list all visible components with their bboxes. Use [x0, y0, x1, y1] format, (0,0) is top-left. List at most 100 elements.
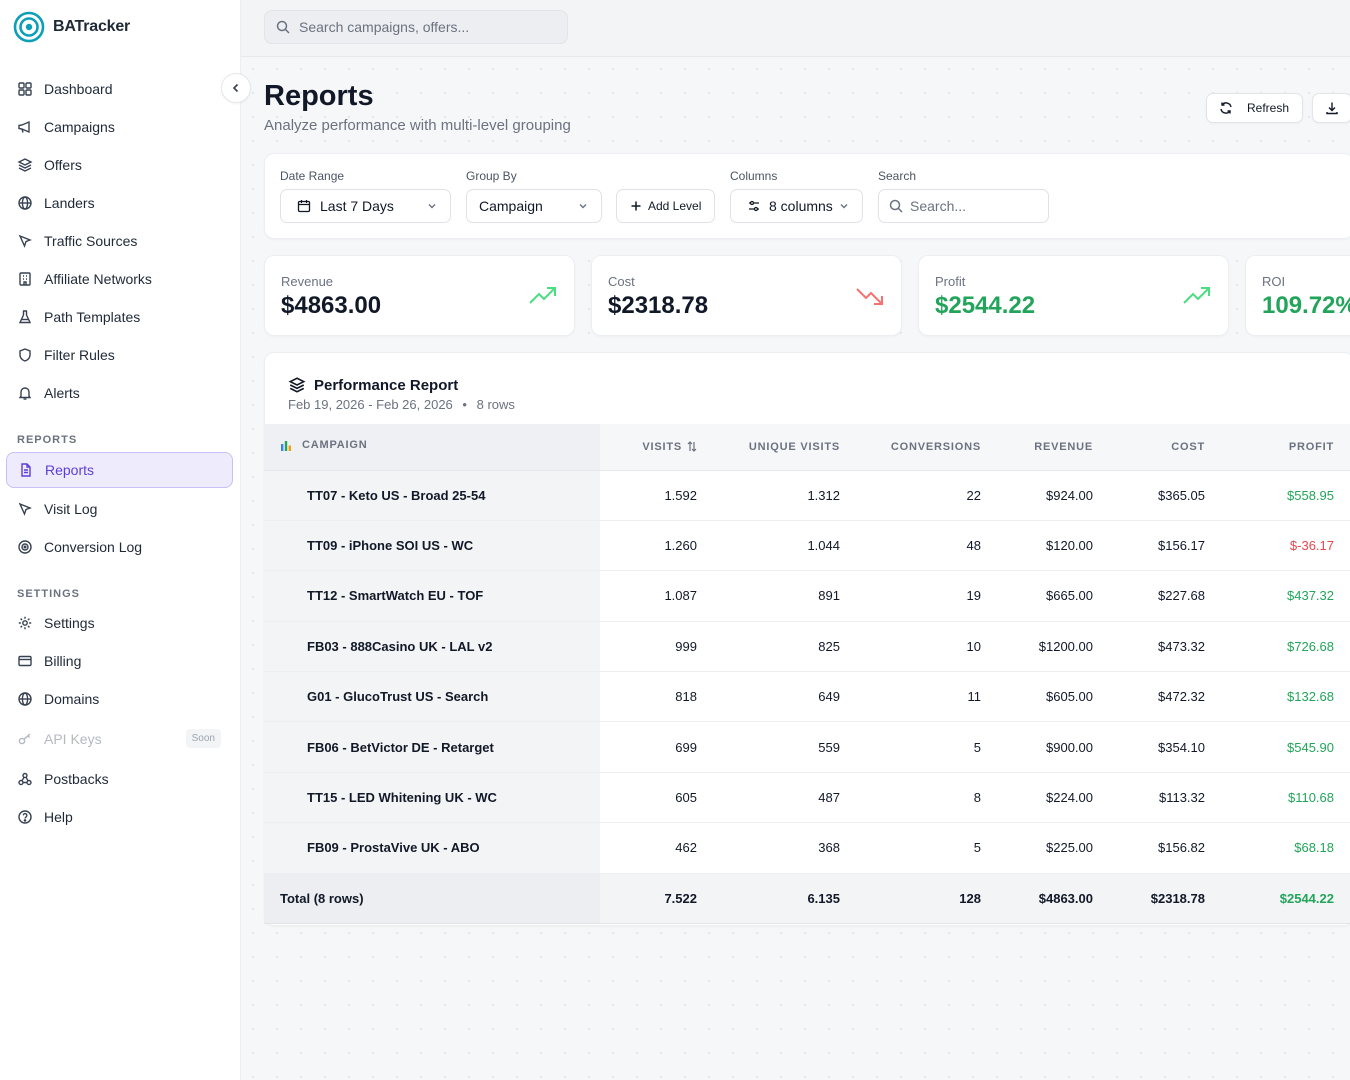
column-header-campaign[interactable]: CAMPAIGN [264, 424, 600, 471]
sidebar-item-reports[interactable]: Reports [6, 452, 233, 488]
report-subtitle: Feb 19, 2026 - Feb 26, 2026 • 8 rows [288, 397, 515, 412]
table-row[interactable]: G01 - GlucoTrust US - Search 818 649 11 … [264, 671, 1350, 723]
visits-cell: 818 [600, 671, 713, 723]
globe-icon [17, 691, 33, 707]
visits-cell: 699 [600, 721, 713, 773]
page-title: Reports [264, 80, 374, 112]
profit-card: Profit $2544.22 [918, 255, 1229, 336]
sidebar-item-billing[interactable]: Billing [6, 643, 233, 679]
sidebar-item-dashboard[interactable]: Dashboard [6, 71, 233, 107]
sidebar-item-landers[interactable]: Landers [6, 185, 233, 221]
logo-icon [13, 11, 45, 43]
profit-cell: $558.95 [1221, 470, 1350, 521]
sidebar-item-offers[interactable]: Offers [6, 147, 233, 183]
sidebar-item-domains[interactable]: Domains [6, 681, 233, 717]
columns-select[interactable]: 8 columns [730, 189, 863, 223]
bar-chart-icon [281, 441, 291, 452]
column-header-label: UNIQUE VISITS [748, 440, 840, 453]
column-header-label: PROFIT [1288, 440, 1334, 453]
table-row[interactable]: FB03 - 888Casino UK - LAL v2 999 825 10 … [264, 621, 1350, 673]
sidebar-item-affiliate-networks[interactable]: Affiliate Networks [6, 261, 233, 297]
campaign-cell: G01 - GlucoTrust US - Search [264, 671, 600, 723]
sidebar: BATracker Dashboard Campaigns Offers Lan… [0, 0, 241, 1080]
total-cost-cell: $2318.78 [1109, 873, 1221, 924]
refresh-button[interactable]: Refresh [1206, 93, 1303, 123]
cost-cell: $354.10 [1109, 721, 1221, 773]
column-header-label: REVENUE [1034, 440, 1093, 453]
sliders-icon [749, 200, 759, 212]
megaphone-icon [17, 119, 33, 135]
trending-up-icon [1183, 287, 1210, 304]
columns-value: 8 columns [769, 198, 833, 214]
table-row[interactable]: FB09 - ProstaVive UK - ABO 462 368 5 $22… [264, 822, 1350, 874]
sidebar-item-path-templates[interactable]: Path Templates [6, 299, 233, 335]
revenue-cell: $225.00 [997, 822, 1109, 874]
report-separator: • [462, 397, 467, 412]
global-search-placeholder: Search campaigns, offers... [299, 19, 470, 35]
key-icon [17, 731, 33, 747]
group-by-label: Group By [466, 169, 517, 183]
brand[interactable]: BATracker [13, 11, 130, 43]
total-unique-visits-cell: 6.135 [713, 873, 856, 924]
column-header-label: CAMPAIGN [302, 439, 368, 452]
report-date-range: Feb 19, 2026 - Feb 26, 2026 [288, 397, 453, 412]
profit-cell: $68.18 [1221, 822, 1350, 874]
soon-badge: Soon [185, 729, 221, 748]
sidebar-item-label: Offers [44, 157, 82, 173]
sidebar-item-conversion-log[interactable]: Conversion Log [6, 529, 233, 565]
column-header-label: VISITS [642, 440, 682, 453]
visits-cell: 1.592 [600, 470, 713, 521]
unique-visits-cell: 1.312 [713, 470, 856, 521]
export-button[interactable] [1312, 93, 1350, 123]
calendar-icon [297, 200, 311, 213]
table-row[interactable]: TT12 - SmartWatch EU - TOF 1.087 891 19 … [264, 570, 1350, 622]
column-header-unique-visits[interactable]: UNIQUE VISITS [713, 424, 856, 471]
collapse-sidebar-button[interactable] [221, 73, 251, 103]
cursor-icon [17, 501, 33, 517]
help-circle-icon [17, 809, 33, 825]
report-search-input[interactable]: Search... [878, 189, 1049, 223]
column-header-label: COST [1171, 440, 1205, 453]
revenue-cell: $605.00 [997, 671, 1109, 723]
sidebar-item-settings[interactable]: Settings [6, 605, 233, 641]
date-range-select[interactable]: Last 7 Days [280, 189, 451, 223]
chevron-down-icon [428, 204, 436, 209]
table-row[interactable]: TT07 - Keto US - Broad 25-54 1.592 1.312… [264, 470, 1350, 521]
column-header-visits[interactable]: VISITS [600, 424, 713, 471]
sidebar-item-filter-rules[interactable]: Filter Rules [6, 337, 233, 373]
unique-visits-cell: 649 [713, 671, 856, 723]
sidebar-item-postbacks[interactable]: Postbacks [6, 761, 233, 797]
column-header-profit[interactable]: PROFIT [1221, 424, 1350, 471]
conversions-cell: 5 [856, 721, 997, 773]
visits-cell: 605 [600, 772, 713, 824]
revenue-card: Revenue $4863.00 [264, 255, 575, 336]
cost-card: Cost $2318.78 [591, 255, 902, 336]
group-by-select[interactable]: Campaign [466, 189, 602, 223]
refresh-label: Refresh [1247, 101, 1290, 115]
sidebar-item-campaigns[interactable]: Campaigns [6, 109, 233, 145]
total-label-cell: Total (8 rows) [264, 873, 600, 924]
flask-icon [17, 309, 33, 325]
global-search-input[interactable]: Search campaigns, offers... [264, 10, 568, 44]
search-icon [889, 199, 903, 213]
table-total-row: Total (8 rows) 7.522 6.135 128 $4863.00 … [264, 873, 1350, 924]
trending-down-icon [856, 288, 883, 305]
report-row-count: 8 rows [476, 397, 515, 412]
section-label-settings: SETTINGS [17, 588, 81, 600]
profit-cell: $110.68 [1221, 772, 1350, 824]
profit-cell: $726.68 [1221, 621, 1350, 673]
sidebar-item-label: API Keys [44, 731, 102, 747]
sidebar-item-help[interactable]: Help [6, 799, 233, 835]
sidebar-item-alerts[interactable]: Alerts [6, 375, 233, 411]
table-row[interactable]: FB06 - BetVictor DE - Retarget 699 559 5… [264, 721, 1350, 773]
column-header-revenue[interactable]: REVENUE [997, 424, 1109, 471]
column-header-cost[interactable]: COST [1109, 424, 1221, 471]
table-row[interactable]: TT09 - iPhone SOI US - WC 1.260 1.044 48… [264, 520, 1350, 572]
sidebar-item-traffic-sources[interactable]: Traffic Sources [6, 223, 233, 259]
add-level-button[interactable]: Add Level [616, 189, 715, 223]
visits-cell: 1.087 [600, 570, 713, 622]
add-level-label: Add Level [648, 199, 702, 213]
table-row[interactable]: TT15 - LED Whitening UK - WC 605 487 8 $… [264, 772, 1350, 824]
sidebar-item-visit-log[interactable]: Visit Log [6, 491, 233, 527]
column-header-conversions[interactable]: CONVERSIONS [856, 424, 997, 471]
